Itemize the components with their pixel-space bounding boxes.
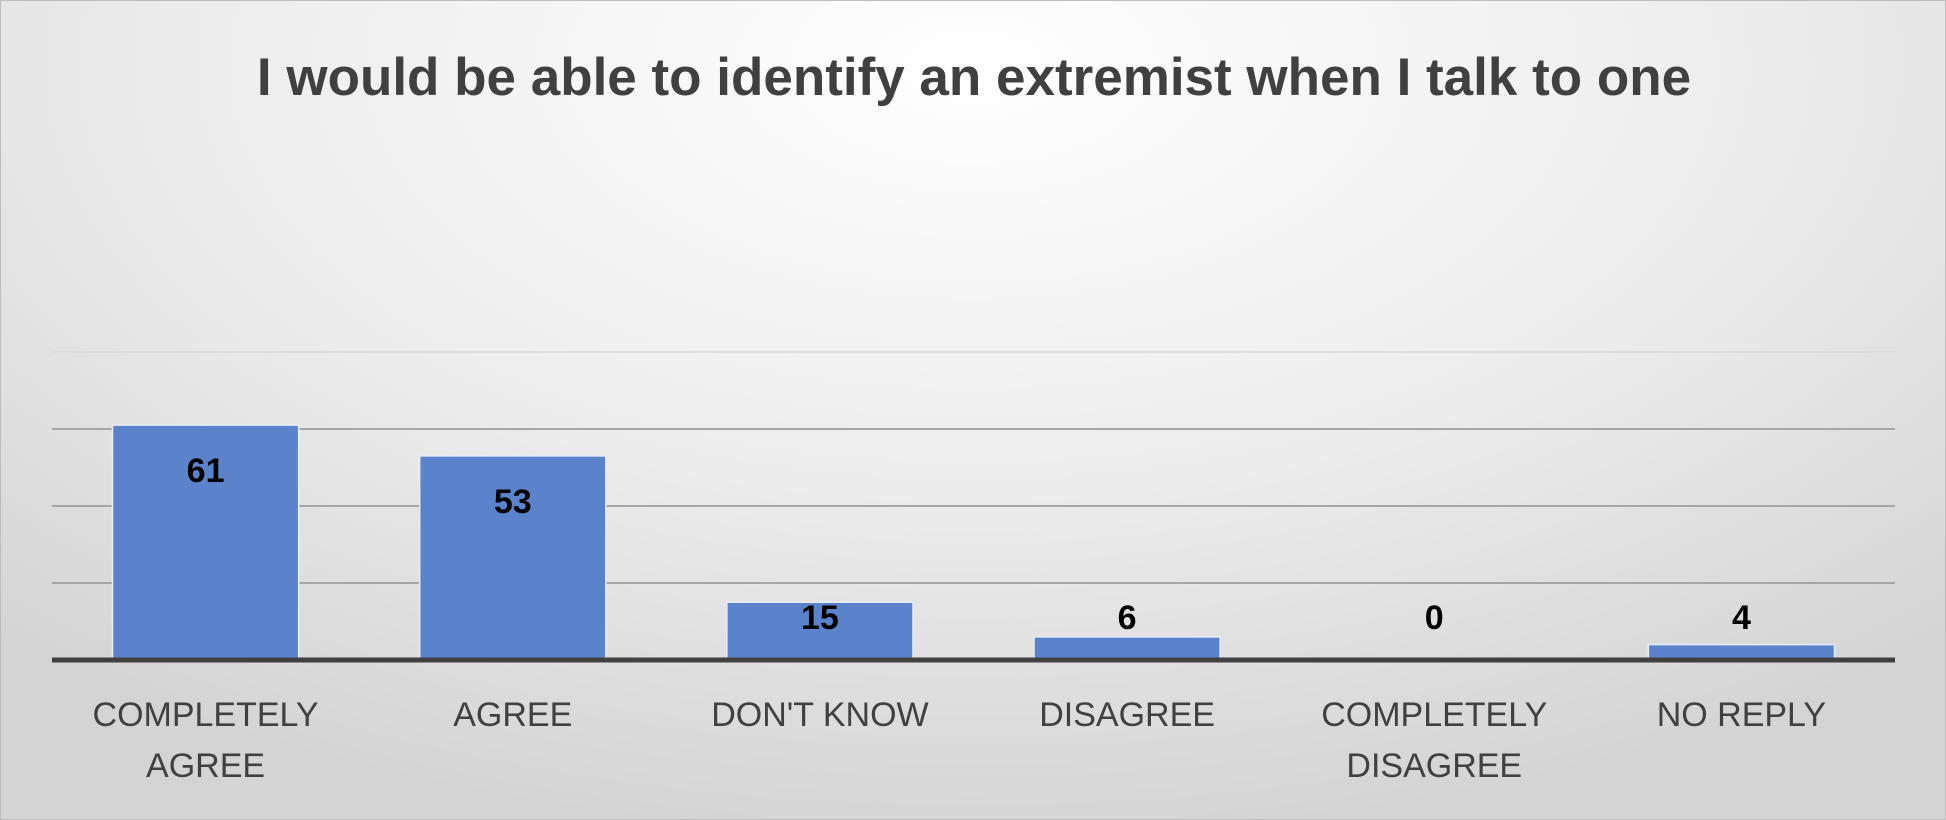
x-tick-label: COMPLETELY AGREE (92, 696, 319, 785)
data-label: 4 (1731, 599, 1751, 637)
x-tick-label: AGREE (453, 696, 573, 734)
data-label: 53 (493, 482, 532, 521)
x-tick-label: NO REPLY (1656, 696, 1827, 734)
x-tick-label: DISAGREE (1039, 696, 1215, 734)
data-label: 6 (1117, 599, 1137, 637)
bar (111, 424, 300, 661)
x-tick-label: DON'T KNOW (711, 696, 929, 734)
data-label: 61 (186, 452, 225, 491)
bar (726, 601, 914, 661)
data-label: 15 (800, 599, 839, 637)
bar (1033, 636, 1221, 661)
data-label: 0 (1424, 599, 1444, 637)
chart-title: I would be able to identify an extremist… (256, 48, 1692, 107)
x-tick-label: COMPLETELY DISAGREE (1321, 696, 1548, 785)
